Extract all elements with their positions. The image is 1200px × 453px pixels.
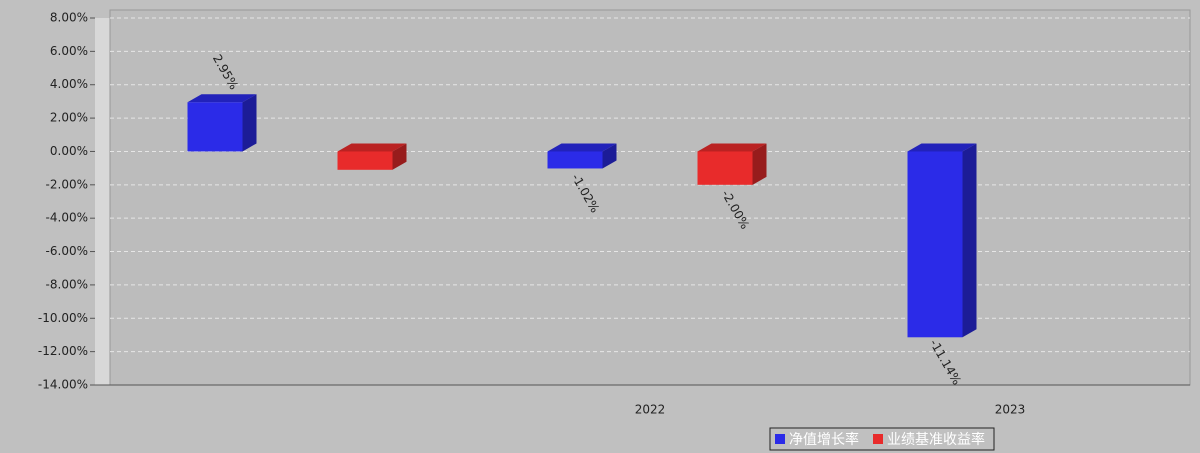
- y-tick-label: -10.00%: [38, 311, 88, 325]
- bar: [907, 151, 963, 338]
- bar-side: [962, 143, 977, 338]
- bar-top: [547, 143, 617, 152]
- y-tick-label: -14.00%: [38, 378, 88, 392]
- y-tick-label: 4.00%: [50, 77, 88, 91]
- bar-side: [602, 143, 617, 169]
- bar-side: [752, 143, 767, 185]
- legend-box: [769, 427, 995, 451]
- legend: 净值增长率 业绩基准收益率: [769, 427, 995, 451]
- legend-swatch: [775, 434, 785, 444]
- bar-top: [697, 143, 767, 152]
- legend-label: 净值增长率: [789, 431, 859, 448]
- y-tick-label: -6.00%: [46, 244, 88, 258]
- y-tick-label: 8.00%: [50, 11, 88, 25]
- bar: [337, 151, 393, 170]
- y-tick-label: 0.00%: [50, 144, 88, 158]
- plot-area: [109, 9, 1191, 386]
- bar-top: [337, 143, 407, 152]
- bar: [697, 151, 753, 185]
- y-tick-label: 2.00%: [50, 111, 88, 125]
- legend-label: 业绩基准收益率: [887, 431, 985, 448]
- bar: [187, 102, 243, 152]
- bar-top: [907, 143, 977, 152]
- x-tick-label: 2022: [635, 403, 666, 417]
- bar-top: [187, 94, 257, 103]
- y-tick-label: -12.00%: [38, 344, 88, 358]
- y-tick-label: 6.00%: [50, 44, 88, 58]
- axis-wall: [95, 18, 110, 385]
- x-tick-label: 2023: [995, 403, 1026, 417]
- legend-swatch: [873, 434, 883, 444]
- y-tick-label: -2.00%: [46, 177, 88, 191]
- bar: [547, 151, 603, 169]
- bar-side: [242, 94, 257, 152]
- y-tick-label: -4.00%: [46, 211, 88, 225]
- bar-side: [392, 143, 407, 170]
- y-tick-label: -8.00%: [46, 277, 88, 291]
